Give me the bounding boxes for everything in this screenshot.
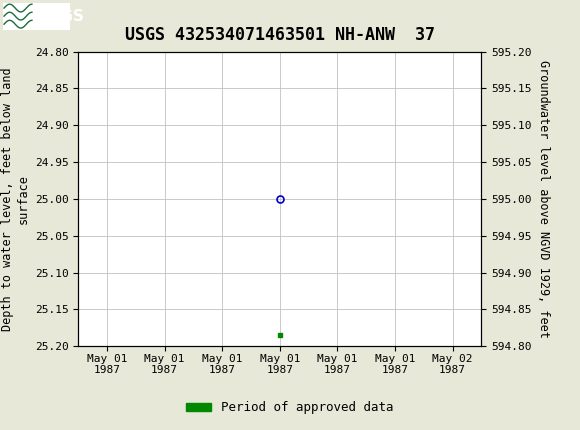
Y-axis label: Depth to water level, feet below land
surface: Depth to water level, feet below land su… xyxy=(1,67,29,331)
Legend: Period of approved data: Period of approved data xyxy=(181,396,399,419)
Y-axis label: Groundwater level above NGVD 1929, feet: Groundwater level above NGVD 1929, feet xyxy=(537,60,550,338)
Text: USGS: USGS xyxy=(38,9,85,24)
Title: USGS 432534071463501 NH-ANW  37: USGS 432534071463501 NH-ANW 37 xyxy=(125,27,435,44)
Bar xyxy=(3,3,70,30)
